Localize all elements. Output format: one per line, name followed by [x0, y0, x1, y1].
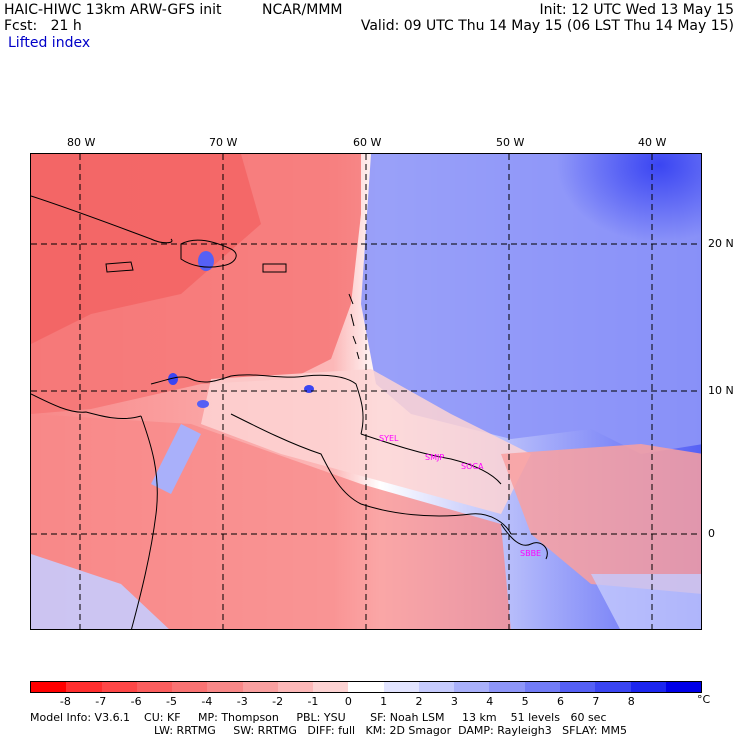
colorbar-tick-label: -7 — [95, 695, 107, 708]
transition-zone — [201, 369, 531, 514]
colorbar-tick-label: -2 — [272, 695, 284, 708]
colorbar-cell — [595, 682, 631, 692]
cuba-coast — [31, 195, 173, 244]
blue-pocket-2 — [168, 373, 178, 385]
colorbar-tick-label: 3 — [450, 695, 458, 708]
model-title: HAIC-HIWC 13km ARW-GFS init — [4, 2, 222, 18]
colorbar-cell — [136, 682, 173, 692]
colorbar-cell — [524, 682, 560, 692]
colorbar-cell — [172, 682, 208, 692]
colorbar-tick-label: 1 — [380, 695, 388, 708]
central-america-coast — [31, 393, 142, 419]
colorbar-cell — [418, 682, 455, 692]
colorbar-cell — [559, 682, 596, 692]
blue-pocket-3 — [197, 400, 209, 408]
venezuela-interior-border — [230, 413, 362, 505]
brazil-northern-border — [360, 503, 512, 535]
colorbar-tick-label: 6 — [557, 695, 565, 708]
colombia-border — [131, 415, 158, 629]
lon-label-60w: 60 W — [353, 136, 382, 149]
colombia-blue-streak — [151, 424, 201, 494]
colorbar-tick-label: -6 — [130, 695, 142, 708]
colorbar-tick-label: -5 — [165, 695, 177, 708]
colorbar-tick-label: 4 — [486, 695, 494, 708]
colorbar — [30, 681, 702, 693]
lon-label-80w: 80 W — [67, 136, 96, 149]
lifted-index-field: SYEL SMJP SOCA SBBE — [31, 154, 701, 629]
colorbar-tick-label: 2 — [415, 695, 423, 708]
map-panel: SYEL SMJP SOCA SBBE — [30, 153, 702, 630]
atlantic-strong-stable — [411, 154, 701, 374]
colorbar-tick-label: -1 — [307, 695, 319, 708]
colorbar-tick-label: 0 — [344, 695, 352, 708]
colorbar-tick-label: 8 — [627, 695, 635, 708]
colorbar-cell — [348, 682, 384, 692]
colorbar-cell — [31, 682, 67, 692]
colorbar-cell — [454, 682, 490, 692]
forecast-hour: Fcst: 21 h — [4, 18, 82, 34]
station-smjp: SMJP — [425, 453, 444, 462]
station-syel: SYEL — [379, 434, 399, 443]
station-sbbe: SBBE — [520, 549, 541, 558]
colorbar-cell — [277, 682, 314, 692]
organization-label: NCAR/MMM — [262, 2, 343, 18]
colorbar-cell — [242, 682, 278, 692]
colorbar-cell — [489, 682, 525, 692]
hispaniola-coast — [180, 239, 237, 268]
colorbar-tick-label: 7 — [592, 695, 600, 708]
colorbar-cell — [207, 682, 243, 692]
colorbar-unit: °C — [697, 693, 711, 706]
valid-time: Valid: 09 UTC Thu 14 May 15 (06 LST Thu … — [360, 18, 734, 34]
lesser-antilles — [348, 293, 360, 360]
station-soca: SOCA — [461, 462, 484, 471]
sw-blue-strip — [31, 554, 169, 629]
colorbar-tick-label: -3 — [236, 695, 248, 708]
latlon-grid — [31, 154, 701, 629]
lat-label-20n: 20 N — [708, 237, 734, 250]
colorbar-tick-label: -8 — [59, 695, 71, 708]
init-time: Init: 12 UTC Wed 13 May 15 — [539, 2, 734, 18]
lon-label-70w: 70 W — [209, 136, 238, 149]
coastlines — [31, 195, 548, 629]
model-info-line1: Model Info: V3.6.1 CU: KF MP: Thompson P… — [30, 711, 607, 724]
lon-label-50w: 50 W — [496, 136, 525, 149]
colorbar-cell — [630, 682, 666, 692]
western-warm-core — [31, 154, 261, 344]
lat-label-10n: 10 N — [708, 384, 734, 397]
lat-label-0: 0 — [708, 527, 715, 540]
blue-pocket-4 — [304, 385, 314, 393]
venezuela-coast — [150, 374, 364, 435]
colorbar-tick-label: 5 — [521, 695, 529, 708]
guianas-border — [360, 433, 502, 485]
colorbar-cell — [665, 682, 702, 692]
puerto-rico-coast — [262, 263, 287, 273]
lon-label-40w: 40 W — [638, 136, 667, 149]
southeast-blue-patch — [591, 574, 701, 629]
eastern-warm-area — [501, 444, 701, 594]
model-info-line2: LW: RRTMG SW: RRTMG DIFF: full KM: 2D Sm… — [154, 724, 627, 737]
colorbar-cell — [313, 682, 349, 692]
colorbar-tick-label: -4 — [201, 695, 213, 708]
colorbar-cell — [101, 682, 137, 692]
blue-pocket-1 — [198, 251, 214, 271]
amazon-warm-area — [31, 414, 511, 629]
colorbar-cell — [383, 682, 419, 692]
amazon-delta — [500, 523, 548, 560]
jamaica-coast — [105, 261, 134, 273]
colorbar-cell — [66, 682, 102, 692]
field-name: Lifted index — [8, 35, 91, 51]
